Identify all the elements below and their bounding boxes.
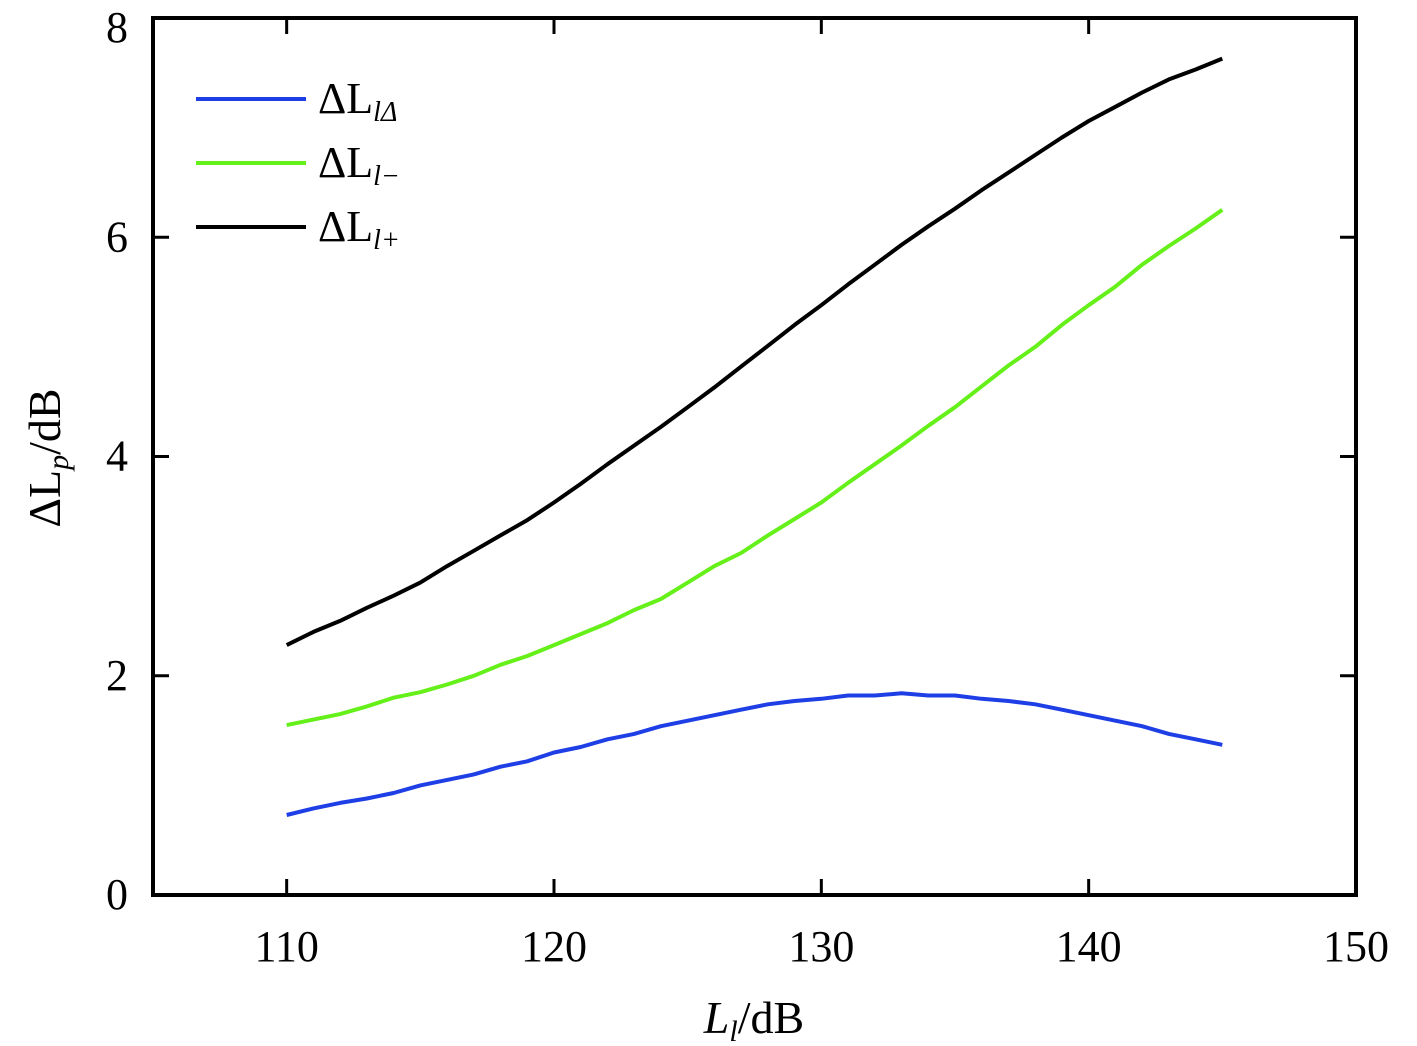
x-axis-title-main: L xyxy=(703,992,730,1043)
x-axis-title-rest: /dB xyxy=(738,992,804,1043)
series-line-0 xyxy=(286,691,1223,817)
y-tick-label: 6 xyxy=(106,212,128,261)
legend-label-prefix: ΔL xyxy=(318,202,373,251)
legend-label-sub: l+ xyxy=(373,225,400,256)
x-axis-ticks: 110 120 130 140 150 xyxy=(254,18,1389,971)
series-layer xyxy=(285,56,1224,817)
y-tick-label: 8 xyxy=(106,3,128,52)
legend-label-sub: l− xyxy=(373,161,400,192)
x-tick-label: 150 xyxy=(1323,922,1389,971)
legend-label-1: ΔLl− xyxy=(318,138,400,192)
y-tick-label: 4 xyxy=(106,432,128,481)
x-axis-title-sub: l xyxy=(729,1015,737,1046)
x-tick-label: 130 xyxy=(788,922,854,971)
legend-label-0: ΔLlΔ xyxy=(318,74,397,128)
x-tick-label: 110 xyxy=(254,922,318,971)
x-tick-label: 140 xyxy=(1056,922,1122,971)
y-axis-title-rest: /dB xyxy=(19,388,70,454)
series-line-2 xyxy=(285,56,1224,647)
series-line-1 xyxy=(286,208,1224,728)
legend-label-prefix: ΔL xyxy=(318,138,373,187)
y-tick-label: 2 xyxy=(106,651,128,700)
y-axis-title-prefix: ΔL xyxy=(19,470,70,528)
y-axis-title-sub: p xyxy=(42,455,75,472)
x-tick-label: 120 xyxy=(521,922,587,971)
x-axis-title: Ll/dB xyxy=(703,992,804,1046)
y-axis-title: ΔLp/dB xyxy=(19,388,75,527)
legend-label-2: ΔLl+ xyxy=(318,202,400,256)
legend-label-sub: lΔ xyxy=(373,97,397,128)
y-axis-ticks: 0 2 4 6 8 xyxy=(106,3,1356,919)
y-tick-label: 0 xyxy=(106,870,128,919)
legend-label-prefix: ΔL xyxy=(318,74,373,123)
